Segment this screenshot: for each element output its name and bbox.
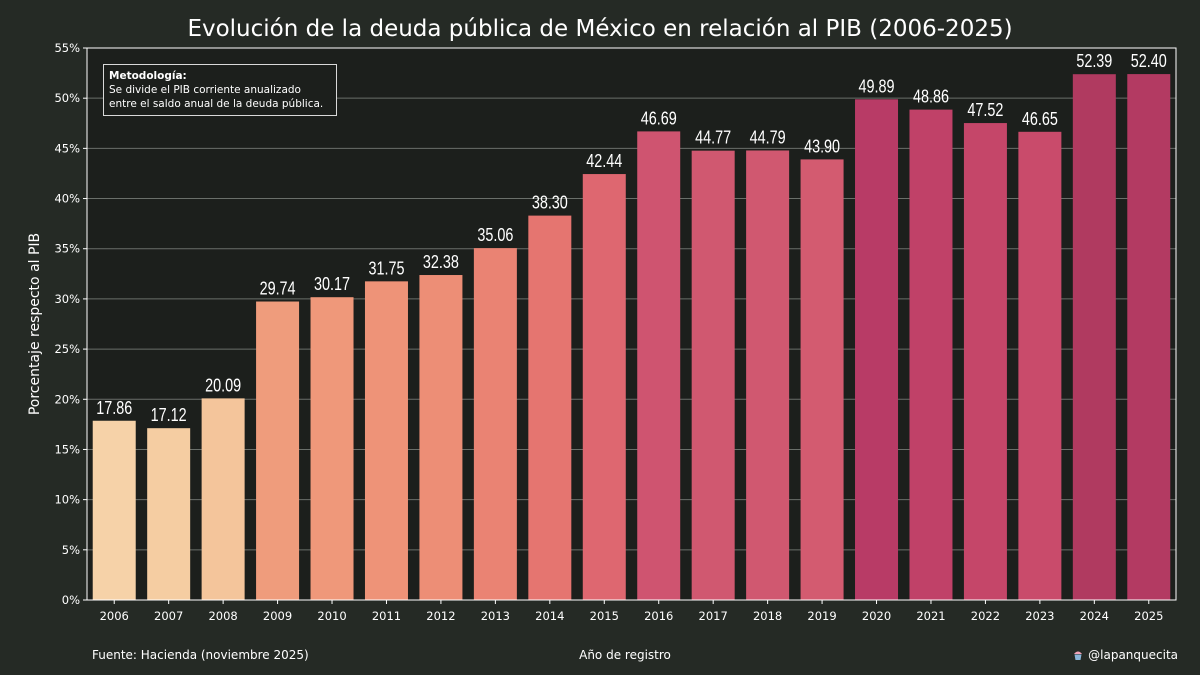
x-tick-label: 2012 (426, 609, 455, 623)
plot-area (87, 48, 1176, 600)
x-tick-label: 2019 (807, 609, 836, 623)
bar-2018 (746, 150, 790, 601)
data-label-2023: 46.65 (1022, 109, 1058, 129)
source-note: Fuente: Hacienda (noviembre 2025) (92, 648, 309, 662)
x-tick-label: 2016 (644, 609, 673, 623)
bar-2015 (582, 174, 626, 600)
y-tick-label: 25% (54, 342, 80, 356)
y-tick-label: 20% (54, 392, 80, 406)
data-label-2011: 31.75 (368, 258, 404, 278)
y-tick-label: 55% (54, 41, 80, 55)
x-tick-label: 2017 (699, 609, 728, 623)
data-label-2007: 17.12 (151, 405, 187, 425)
data-label-2018: 44.79 (750, 127, 786, 147)
data-label-2019: 43.90 (804, 136, 840, 156)
chart-title: Evolución de la deuda pública de México … (187, 16, 1013, 42)
data-label-2016: 46.69 (641, 108, 677, 128)
x-tick-label: 2025 (1134, 609, 1163, 623)
bar-2014 (528, 215, 572, 600)
methodology-box: Metodología: Se divide el PIB corriente … (103, 64, 337, 116)
credit: @lapanquecita (1072, 648, 1178, 662)
y-tick-label: 0% (62, 593, 80, 607)
y-tick-label: 50% (54, 91, 80, 105)
bar-2013 (473, 248, 517, 600)
x-tick-label: 2021 (916, 609, 945, 623)
data-label-2025: 52.40 (1131, 51, 1167, 71)
x-tick-label: 2009 (263, 609, 292, 623)
methodology-line-2: entre el saldo anual de la deuda pública… (109, 98, 324, 110)
y-tick-label: 45% (54, 141, 80, 155)
data-label-2009: 29.74 (260, 279, 296, 299)
x-axis-label: Año de registro (579, 648, 671, 662)
cupcake-icon (1074, 651, 1083, 660)
y-axis-label: Porcentaje respecto al PIB (27, 233, 43, 415)
bar-2024 (1072, 74, 1116, 601)
x-tick-label: 2018 (753, 609, 782, 623)
y-tick-label: 10% (54, 493, 80, 507)
data-label-2017: 44.77 (695, 128, 731, 148)
bar-2016 (637, 131, 681, 601)
data-label-2010: 30.17 (314, 274, 350, 294)
x-tick-label: 2020 (862, 609, 891, 623)
bar-2023 (1018, 131, 1062, 600)
data-label-2024: 52.39 (1076, 51, 1112, 71)
data-label-2013: 35.06 (477, 225, 513, 245)
data-label-2015: 42.44 (586, 151, 622, 171)
x-tick-label: 2010 (317, 609, 346, 623)
data-label-2022: 47.52 (967, 100, 1003, 120)
bar-2020 (855, 99, 899, 600)
credit-text: @lapanquecita (1088, 648, 1178, 662)
bar-2025 (1127, 74, 1171, 600)
x-tick-label: 2011 (372, 609, 401, 623)
bar-2012 (419, 275, 463, 600)
bar-2019 (800, 159, 844, 601)
x-tick-label: 2022 (971, 609, 1000, 623)
y-tick-label: 40% (54, 192, 80, 206)
x-tick-label: 2007 (154, 609, 183, 623)
x-tick-label: 2008 (208, 609, 237, 623)
y-tick-label: 35% (54, 242, 80, 256)
bar-2007 (147, 428, 191, 600)
bar-2011 (364, 281, 408, 600)
methodology-line-1: Se divide el PIB corriente anualizado (109, 84, 301, 96)
data-label-2006: 17.86 (96, 398, 132, 418)
data-label-2014: 38.30 (532, 193, 568, 213)
y-tick-label: 15% (54, 442, 80, 456)
x-tick-label: 2015 (590, 609, 619, 623)
data-label-2020: 49.89 (859, 76, 895, 96)
bar-2009 (256, 301, 300, 600)
data-label-2012: 32.38 (423, 252, 459, 272)
bar-2021 (909, 109, 953, 600)
x-tick-label: 2023 (1025, 609, 1054, 623)
y-tick-label: 30% (54, 292, 80, 306)
x-tick-label: 2024 (1080, 609, 1109, 623)
bar-2017 (691, 150, 735, 600)
data-label-2008: 20.09 (205, 375, 241, 395)
methodology-title: Metodología: (109, 70, 187, 82)
x-tick-label: 2014 (535, 609, 564, 623)
bar-2010 (310, 297, 354, 600)
x-tick-label: 2013 (481, 609, 510, 623)
data-label-2021: 48.86 (913, 87, 949, 107)
bar-2008 (201, 398, 245, 600)
bar-2006 (92, 420, 136, 600)
y-tick-label: 5% (62, 543, 80, 557)
plot-frame (86, 47, 1177, 601)
bar-2022 (963, 123, 1007, 601)
x-tick-label: 2006 (100, 609, 129, 623)
